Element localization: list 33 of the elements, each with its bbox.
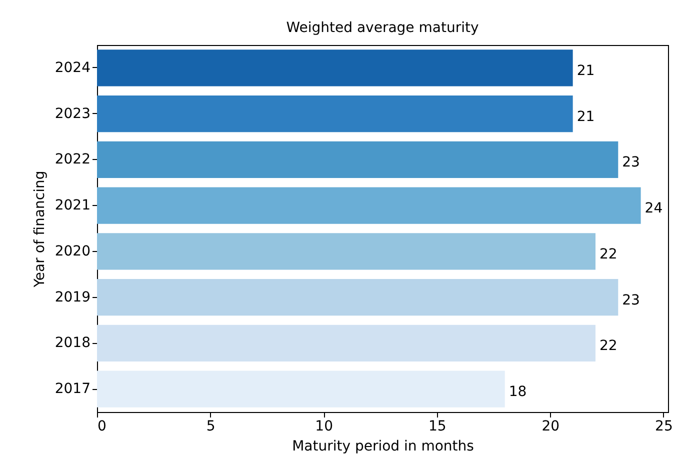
bar (97, 187, 641, 224)
x-tick-label: 15 (428, 418, 446, 434)
x-tick-label: 5 (206, 418, 216, 434)
y-tick-label: 2024 (54, 60, 91, 76)
x-tick-label: 25 (655, 418, 673, 434)
chart-title: Weighted average maturity (286, 20, 479, 36)
y-tick-label: 2022 (54, 152, 90, 168)
y-axis-title: Year of financing (32, 170, 48, 288)
data-label: 23 (622, 292, 640, 308)
y-tick-label: 2017 (54, 381, 90, 398)
data-label: 21 (576, 108, 595, 125)
data-label: 23 (622, 154, 640, 171)
bar (97, 370, 505, 408)
y-tick-label: 2021 (54, 198, 90, 214)
bar (97, 95, 573, 132)
bar (97, 278, 618, 316)
x-tick-label: 0 (98, 418, 106, 434)
data-label: 21 (576, 62, 595, 79)
data-label: 24 (644, 200, 663, 217)
bar (97, 233, 596, 270)
data-label: 18 (508, 384, 527, 400)
bar (97, 50, 573, 86)
x-tick-label: 10 (315, 418, 333, 434)
data-label: 22 (599, 338, 618, 354)
bar (97, 141, 618, 178)
x-tick-label: 20 (542, 418, 560, 434)
bar (97, 324, 596, 362)
data-label: 22 (599, 246, 618, 262)
y-tick-label: 2023 (54, 106, 90, 122)
y-tick-label: 2020 (54, 243, 90, 260)
y-tick-label: 2019 (54, 289, 90, 306)
y-tick-label: 2018 (54, 335, 90, 352)
x-axis-title: Maturity period in months (292, 438, 474, 454)
